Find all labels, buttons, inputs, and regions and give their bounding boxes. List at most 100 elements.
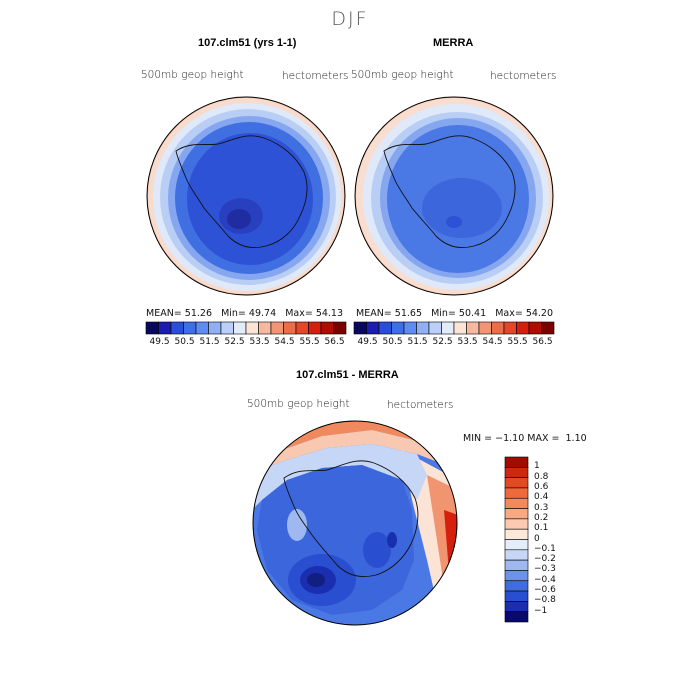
colorbar-tick-label: 52.5 [224,337,245,347]
colorbar-swatch [503,321,517,335]
colorbar-swatch [158,321,172,335]
colorbar-tick-label: 51.5 [199,337,220,347]
colorbar-swatch [170,321,184,335]
colorbar-tick-label: 54.5 [482,337,503,347]
colorbar-swatch [245,321,259,335]
diff-colorbar-tick-label: 0.4 [534,492,549,503]
diff-colorbar-swatch [504,487,529,499]
colorbar-swatch [403,321,417,335]
colorbar-swatch [466,321,480,335]
diff-colorbar-swatch [504,518,529,530]
colorbar-tick-label: 49.5 [357,337,378,347]
diff-colorbar-swatch [504,528,529,540]
colorbar-swatch [295,321,309,335]
diff-panel-units: hectometers [387,399,454,411]
panel-2-colorbar [353,321,555,335]
diff-colorbar-swatch [504,580,529,592]
colorbar-swatch [195,321,209,335]
panel-1-stats: MEAN= 51.26 Min= 49.74 Max= 54.13 [146,308,344,319]
diff-colorbar-swatch [504,467,529,478]
panel-1-units: hectometers [282,70,349,82]
diff-colorbar-swatch [504,456,529,468]
diff-colorbar-tick-label: −1 [534,605,548,616]
colorbar-swatch [441,321,455,335]
panel-1-title: 107.clm51 (yrs 1-1) [198,37,297,49]
colorbar-tick-label: 50.5 [382,337,403,347]
diff-panel-coastline [283,460,419,577]
diff-colorbar-swatch [504,601,529,612]
diff-colorbar-swatch [504,570,529,582]
diff-colorbar-tick-label: 1 [534,461,540,472]
colorbar-tick-label: 54.5 [274,337,295,347]
diff-panel-map [252,420,458,626]
panel-2-coastline [383,135,516,248]
colorbar-swatch [541,321,555,335]
colorbar-swatch [283,321,297,335]
diff-colorbar-tick-label: 0.2 [534,512,549,523]
diff-colorbar-tick-label: 0.8 [534,471,549,482]
colorbar-tick-label: 55.5 [299,337,320,347]
colorbar-swatch [478,321,492,335]
colorbar-swatch [416,321,430,335]
diff-colorbar-swatch [504,590,529,602]
panel-2-variable: 500mb geop height [351,69,454,81]
diff-colorbar-swatch [504,508,529,520]
panel-2-stats: MEAN= 51.65 Min= 50.41 Max= 54.20 [356,308,554,319]
colorbar-swatch [391,321,405,335]
colorbar-swatch [366,321,380,335]
panel-1-map [146,96,346,296]
colorbar-swatch [333,321,347,335]
colorbar-swatch [516,321,530,335]
colorbar-tick-label: 56.5 [324,337,345,347]
panel-1-coastline [175,135,308,248]
colorbar-swatch [378,321,392,335]
panel-2-title: MERRA [433,37,474,49]
page-title: DJF [331,8,369,30]
colorbar-tick-label: 56.5 [532,337,553,347]
panel-2-map [354,96,554,296]
colorbar-swatch [428,321,442,335]
diff-colorbar-tick-label: 0 [534,533,540,544]
colorbar-tick-label: 55.5 [507,337,528,347]
colorbar-tick-label: 53.5 [249,337,270,347]
diff-colorbar-tick-label: 0.6 [534,481,549,492]
diff-colorbar-tick-label: −0.2 [534,554,556,565]
colorbar-swatch [270,321,284,335]
colorbar-swatch [183,321,197,335]
colorbar-swatch [353,321,367,335]
colorbar-tick-label: 49.5 [149,337,170,347]
colorbar-tick-label: 53.5 [457,337,478,347]
diff-colorbar-tick-label: −0.4 [534,574,556,585]
diff-colorbar-swatch [504,497,529,509]
panel-2-units: hectometers [490,70,557,82]
panel-1-colorbar [145,321,347,335]
diff-colorbar-swatch [504,611,529,623]
colorbar-swatch [308,321,322,335]
diff-colorbar-swatch [504,477,529,489]
diff-colorbar [504,456,529,623]
diff-colorbar-swatch [504,539,529,551]
diff-colorbar-tick-label: −0.8 [534,595,556,606]
diff-colorbar-tick-label: 0.3 [534,502,549,513]
diff-colorbar-tick-label: −0.1 [534,543,556,554]
diff-panel-stats: MIN = −1.10 MAX = 1.10 [463,433,587,444]
diff-colorbar-swatch [504,559,529,571]
colorbar-tick-label: 51.5 [407,337,428,347]
colorbar-swatch [491,321,505,335]
diff-colorbar-swatch [504,549,529,561]
colorbar-swatch [453,321,467,335]
colorbar-swatch [233,321,247,335]
diff-panel-variable: 500mb geop height [247,398,350,410]
diff-colorbar-tick-label: 0.1 [534,523,549,534]
colorbar-tick-label: 52.5 [432,337,453,347]
colorbar-tick-label: 50.5 [174,337,195,347]
diff-colorbar-tick-label: −0.3 [534,564,556,575]
colorbar-swatch [320,321,334,335]
diff-colorbar-tick-label: −0.6 [534,585,556,596]
panel-1-variable: 500mb geop height [141,69,244,81]
colorbar-swatch [145,321,159,335]
colorbar-swatch [220,321,234,335]
colorbar-swatch [258,321,272,335]
colorbar-swatch [528,321,542,335]
diff-panel-title: 107.clm51 - MERRA [296,369,399,381]
